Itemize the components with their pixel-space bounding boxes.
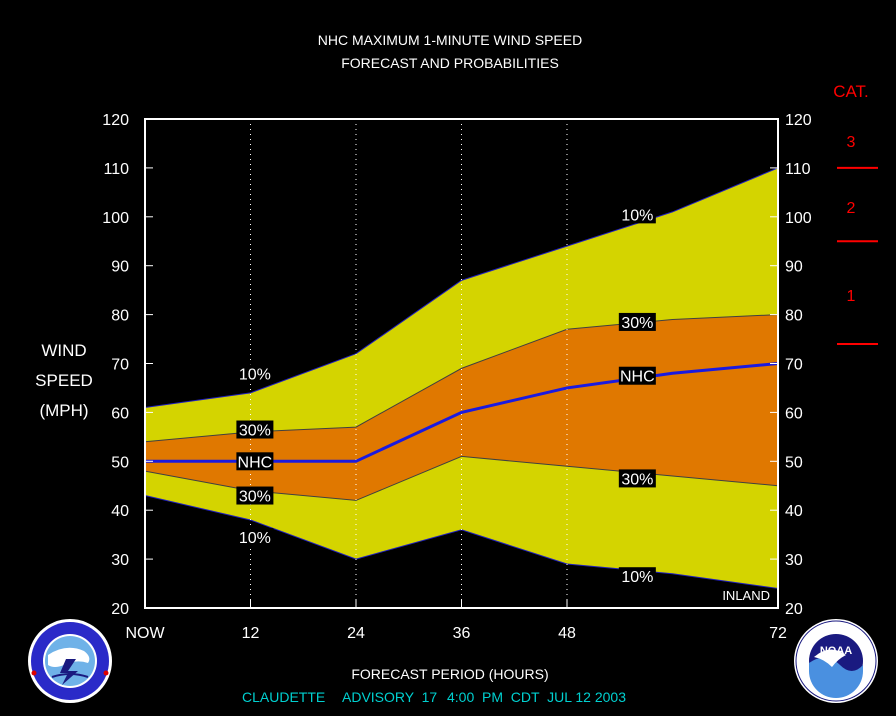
inland-label: INLAND — [722, 588, 770, 603]
svg-text:NOAA: NOAA — [820, 645, 852, 657]
y-tick-label-right: 50 — [785, 454, 803, 471]
footer-storm-name: CLAUDETTE — [242, 689, 325, 705]
x-tick-label: NOW — [125, 625, 165, 642]
y-tick-label-right: 110 — [785, 161, 811, 178]
category-label: 3 — [847, 134, 856, 151]
y-tick-label-left: 40 — [111, 503, 129, 520]
probability-label: NHC — [238, 454, 273, 471]
chart-subtitle: FORECAST AND PROBABILITIES — [341, 55, 559, 71]
y-tick-label-left: 60 — [111, 405, 129, 422]
probability-label: 10% — [621, 207, 653, 224]
probability-label-bg — [618, 205, 656, 224]
x-tick-label: 24 — [347, 625, 365, 642]
x-axis-ticks: NOW 12 24 36 48 72 — [125, 600, 787, 642]
y-tick-label-right: 30 — [785, 552, 803, 569]
probability-label: 10% — [239, 366, 271, 383]
nws-logo-icon — [28, 619, 112, 703]
y-tick-label-right: 40 — [785, 503, 803, 520]
y-axis-label-line-1: WIND — [41, 341, 86, 360]
upper-10-percent-line — [144, 167, 779, 409]
y-tick-label-right: 120 — [785, 112, 812, 129]
probability-label: 30% — [239, 489, 271, 506]
footer-advisory: ADVISORY 17 — [342, 689, 437, 705]
probability-label-bg — [618, 312, 656, 331]
y-tick-label-left: 20 — [111, 601, 129, 618]
x-tick-label: 48 — [558, 625, 576, 642]
x-tick-label: 12 — [242, 625, 260, 642]
y-tick-label-right: 70 — [785, 357, 803, 374]
y-tick-label-right: 90 — [785, 259, 803, 276]
y-axis-label-line-2: SPEED — [35, 371, 93, 390]
y-axis-label-line-3: (MPH) — [39, 401, 88, 420]
hurricane-categories: 3 2 1 — [837, 134, 878, 345]
probability-label: NHC — [620, 369, 655, 386]
category-label: 2 — [847, 200, 856, 217]
footer-datetime: 4:00 PM CDT JUL 12 2003 — [447, 689, 626, 705]
y-tick-label-right: 80 — [785, 308, 803, 325]
probability-label-bg — [236, 452, 274, 471]
y-tick-label-left: 90 — [111, 259, 129, 276]
probability-label: 10% — [621, 569, 653, 586]
x-tick-label: 36 — [453, 625, 471, 642]
y-tick-label-left: 80 — [111, 308, 129, 325]
probability-label-bg — [236, 486, 274, 505]
probability-label-bg — [236, 420, 274, 439]
probability-label-bg — [618, 366, 656, 385]
y-tick-label-left: 120 — [102, 112, 129, 129]
probability-label: 30% — [621, 471, 653, 488]
y-tick-label-right: 60 — [785, 405, 803, 422]
y-tick-label-right: 100 — [785, 210, 812, 227]
y-tick-label-right: 20 — [785, 601, 803, 618]
y-tick-label-left: 70 — [111, 357, 129, 374]
inner-30-percent-band — [145, 314, 778, 501]
category-label: 1 — [847, 288, 856, 305]
y-tick-label-left: 30 — [111, 552, 129, 569]
chart-title: NHC MAXIMUM 1-MINUTE WIND SPEED — [318, 32, 582, 48]
probability-label: 10% — [239, 530, 271, 547]
probability-label: 30% — [239, 423, 271, 440]
probability-label: 30% — [621, 315, 653, 332]
probability-label-bg — [236, 528, 274, 547]
probability-labels: 10% 30% NHC 30% 10% 10% 30% NHC 30% 10% — [236, 205, 656, 586]
probability-label-bg — [618, 567, 656, 586]
noaa-logo-icon: NOAA — [794, 619, 878, 703]
y-tick-label-left: 100 — [102, 210, 129, 227]
y-tick-label-left: 110 — [103, 161, 129, 178]
x-axis-label: FORECAST PERIOD (HOURS) — [351, 666, 548, 682]
y-tick-label-left: 50 — [111, 454, 129, 471]
probability-label-bg — [236, 364, 274, 383]
probability-label-bg — [618, 469, 656, 488]
x-tick-label: 72 — [769, 625, 787, 642]
y-axis-ticks: 20 20 30 30 40 40 50 50 60 60 70 70 80 80 90 90 100 100 11… — [102, 112, 812, 618]
category-header: CAT. — [833, 82, 869, 101]
